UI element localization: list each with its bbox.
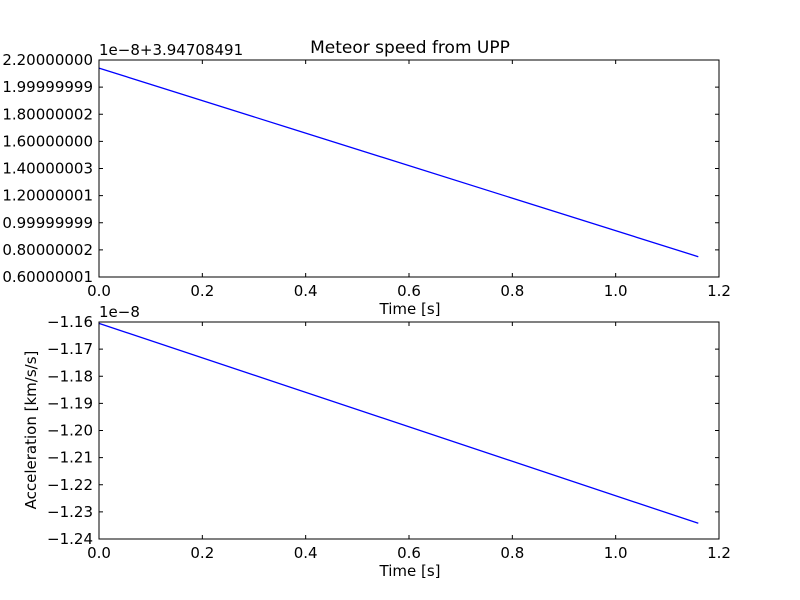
speed-ticks: 0.0 0.2 0.4 0.6 0.8 1.0 1.2 2.20000000 1.9999999…: [2, 51, 731, 300]
acceleration-series-line: [98, 322, 699, 524]
chart-title: Meteor speed from UPP: [310, 38, 510, 58]
y-tick-label: −1.19: [47, 394, 93, 412]
acceleration-ticks: 0.0 0.2 0.4 0.6 0.8 1.0 1.2 −1.16 −1.17 −1.18 −1.1…: [47, 313, 731, 562]
acceleration-axes-frame: [98, 321, 720, 540]
acceleration-panel: 1e−8 0.0 0.2 0.4 0.6 0.8 1.0 1.2 −1.16 −1.17 −1.1…: [22, 303, 731, 580]
y-tick-label: −1.24: [47, 530, 93, 548]
y-tick-label: −1.23: [47, 503, 93, 521]
y-tick-label: 0.99999999: [2, 214, 93, 232]
y-tick-label: 2.20000000: [2, 51, 93, 69]
y-tick-label: −1.17: [47, 340, 93, 358]
x-axis-label: Time [s]: [379, 300, 441, 318]
y-offset-text: 1e−8: [99, 303, 140, 321]
y-tick-label: −1.16: [47, 313, 93, 331]
y-tick-label: 0.60000001: [2, 268, 93, 286]
speed-series-line: [98, 67, 699, 258]
y-tick-label: 0.80000002: [2, 241, 93, 259]
x-tick-label: 1.2: [707, 282, 731, 300]
x-tick-label: 0.8: [500, 544, 524, 562]
x-axis-label: Time [s]: [379, 562, 441, 580]
y-tick-label: −1.22: [47, 476, 93, 494]
y-axis-label: Acceleration [km/s/s]: [22, 351, 40, 510]
y-offset-text: 1e−8+3.94708491: [99, 41, 243, 59]
x-tick-label: 0.0: [87, 282, 111, 300]
x-tick-label: 0.8: [500, 282, 524, 300]
y-tick-label: −1.20: [47, 422, 93, 440]
y-tick-label: 1.80000002: [2, 105, 93, 123]
speed-axes-frame: [98, 59, 720, 278]
x-tick-label: 0.4: [294, 282, 318, 300]
x-tick-label: 0.2: [190, 544, 214, 562]
y-tick-label: 1.60000000: [2, 132, 93, 150]
x-tick-label: 0.4: [294, 544, 318, 562]
y-tick-label: 1.20000001: [2, 187, 93, 205]
y-tick-label: 1.40000003: [2, 160, 93, 178]
speed-panel: Meteor speed from UPP 1e−8+3.94708491 0.…: [2, 38, 731, 318]
x-tick-label: 0.2: [190, 282, 214, 300]
y-tick-label: −1.18: [47, 367, 93, 385]
x-tick-label: 0.0: [87, 544, 111, 562]
x-tick-label: 1.2: [707, 544, 731, 562]
y-tick-label: 1.99999999: [2, 78, 93, 96]
x-tick-label: 1.0: [604, 544, 628, 562]
x-tick-label: 0.6: [397, 282, 421, 300]
x-tick-label: 0.6: [397, 544, 421, 562]
x-tick-label: 1.0: [604, 282, 628, 300]
y-tick-label: −1.21: [47, 449, 93, 467]
